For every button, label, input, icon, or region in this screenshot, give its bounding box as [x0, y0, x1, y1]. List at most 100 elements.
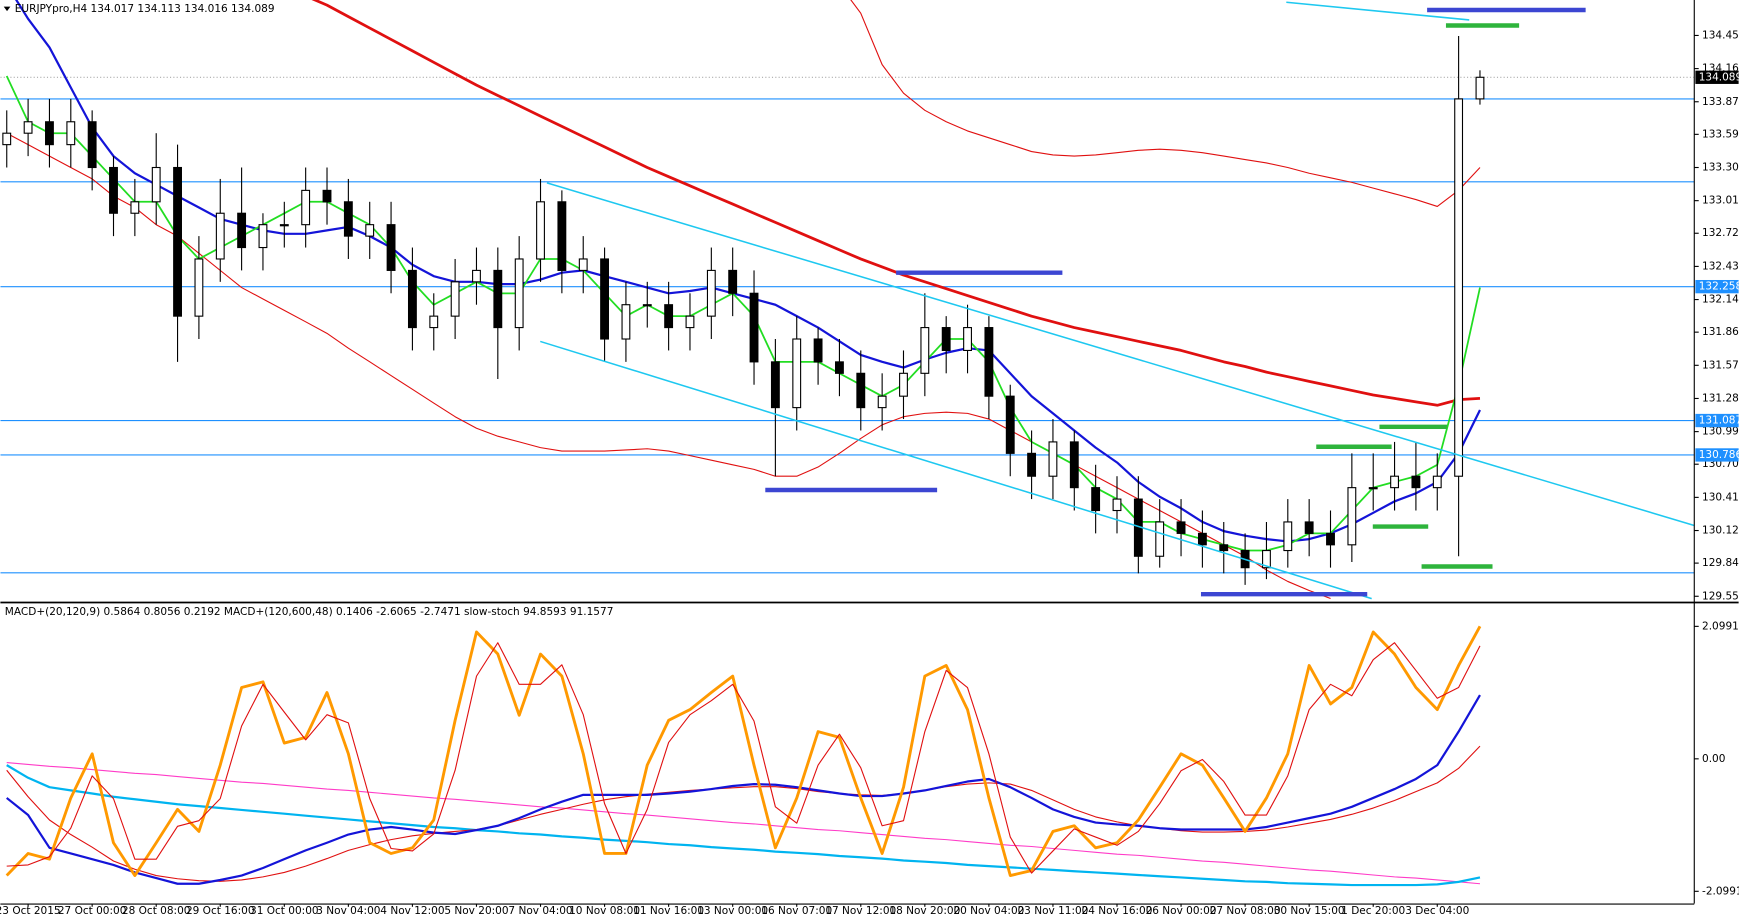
y-tick-label: 134.455 — [1702, 29, 1739, 41]
candle-body — [66, 121, 76, 146]
menu-arrow — [3, 6, 11, 12]
candle-body — [87, 121, 97, 169]
candle-body — [301, 189, 311, 226]
candle-body — [23, 121, 33, 134]
candle-body — [685, 315, 695, 329]
candle-body — [1262, 549, 1271, 569]
y-tick-label: 133.875 — [1702, 96, 1739, 108]
price-level-label: 131.087 — [1699, 415, 1739, 427]
price-level-box — [1695, 413, 1739, 428]
candle-body — [1326, 532, 1335, 546]
candle-body — [1454, 98, 1464, 477]
candle-body — [130, 201, 140, 214]
indicator-line — [6, 642, 1481, 874]
candle-body — [450, 281, 460, 317]
x-tick-label: 20 Nov 04:00 — [953, 905, 1024, 917]
candle-body — [1368, 487, 1378, 490]
candle-body — [1283, 521, 1293, 552]
candle-body — [941, 327, 951, 351]
trend-line — [540, 340, 1372, 600]
x-tick-label: 26 Nov 00:00 — [1146, 905, 1217, 917]
price-level-label: 132.258 — [1699, 281, 1739, 293]
candle-body — [151, 166, 161, 203]
candle-body — [877, 395, 887, 409]
main-panel — [0, 0, 1695, 600]
candle-body — [386, 224, 396, 271]
candle-body — [343, 201, 353, 237]
candle-body — [493, 269, 503, 329]
price-level-box — [1695, 279, 1739, 294]
candle-body — [536, 201, 545, 260]
y-tick-label: 2.0991 — [1702, 620, 1739, 632]
blue-markers — [765, 7, 1586, 597]
price-level-box — [1695, 448, 1739, 462]
candle-body — [215, 212, 225, 260]
candle-body — [109, 166, 118, 214]
x-tick-label: 28 Oct 08:00 — [122, 905, 191, 917]
candle-body — [749, 292, 759, 363]
green-markers — [1316, 23, 1520, 569]
x-tick-label: 3 Dec 04:00 — [1405, 905, 1469, 917]
candle-body — [600, 258, 610, 340]
x-tick-label: 30 Nov 15:00 — [1274, 905, 1345, 917]
x-tick-label: 27 Oct 00:00 — [58, 905, 127, 917]
candle-body — [856, 372, 866, 409]
x-tick-label: 5 Nov 20:00 — [444, 905, 508, 917]
candle-body — [407, 269, 417, 329]
candle-body — [835, 361, 844, 374]
candle-body — [1112, 498, 1122, 512]
trend-lines — [540, 1, 1695, 600]
y-tick-label: 132.725 — [1702, 227, 1739, 239]
y-tick-label: 130.990 — [1702, 426, 1739, 438]
y-tick-label: 133.010 — [1702, 195, 1739, 207]
trend-line — [1286, 1, 1470, 21]
y-tick-label: 133.590 — [1702, 128, 1739, 140]
indicator-line — [6, 764, 1481, 887]
candle-body — [1176, 521, 1186, 534]
x-tick-label: 29 Oct 16:00 — [186, 905, 255, 917]
price-level-label: 130.786 — [1699, 449, 1739, 461]
candle-body — [963, 327, 972, 351]
candle-body — [1048, 441, 1058, 477]
candle-body — [1069, 441, 1079, 489]
candle-body — [792, 338, 802, 409]
y-tick-label: 0.00 — [1702, 753, 1725, 765]
candle-body — [1475, 76, 1485, 100]
x-tick-label: 7 Nov 04:00 — [508, 905, 572, 917]
candle-body — [813, 338, 823, 363]
indicator-line — [6, 132, 1331, 600]
candle-body — [1027, 452, 1037, 477]
candle-body — [1219, 544, 1229, 552]
candle-body — [365, 224, 375, 237]
indicator-title: MACD+(20,120,9) 0.5864 0.8056 0.2192 MAC… — [5, 606, 614, 618]
x-tick-label: 18 Nov 20:00 — [889, 905, 960, 917]
candle-body — [429, 315, 439, 329]
y-tick-label: 131.860 — [1702, 326, 1739, 338]
candle-body — [322, 189, 332, 203]
x-tick-label: 17 Nov 12:00 — [825, 905, 896, 917]
y-tick-label: 132.145 — [1702, 294, 1739, 306]
x-tick-label: 16 Nov 07:00 — [761, 905, 832, 917]
x-tick-label: 27 Nov 08:00 — [1210, 905, 1281, 917]
indicator-line — [5, 625, 1482, 877]
x-tick-label: 23 Nov 11:00 — [1017, 905, 1088, 917]
candle-body — [279, 224, 289, 227]
indicator-line — [311, 0, 1481, 407]
candle-body — [728, 269, 738, 294]
candle-body — [472, 269, 481, 283]
y-tick-label: 130.125 — [1702, 525, 1739, 537]
candle-body — [578, 258, 588, 271]
candle-body — [557, 201, 567, 271]
candle-body — [194, 258, 204, 317]
y-tick-label: 131.280 — [1702, 392, 1739, 404]
indicator-panel — [5, 625, 1482, 887]
x-tick-label: 3 Nov 04:00 — [316, 905, 380, 917]
x-tick-label: 1 Dec 20:00 — [1341, 905, 1405, 917]
candle-body — [1005, 395, 1015, 454]
candle-body — [770, 361, 780, 409]
x-tick-label: 10 Nov 08:00 — [569, 905, 640, 917]
candle-body — [258, 224, 268, 249]
